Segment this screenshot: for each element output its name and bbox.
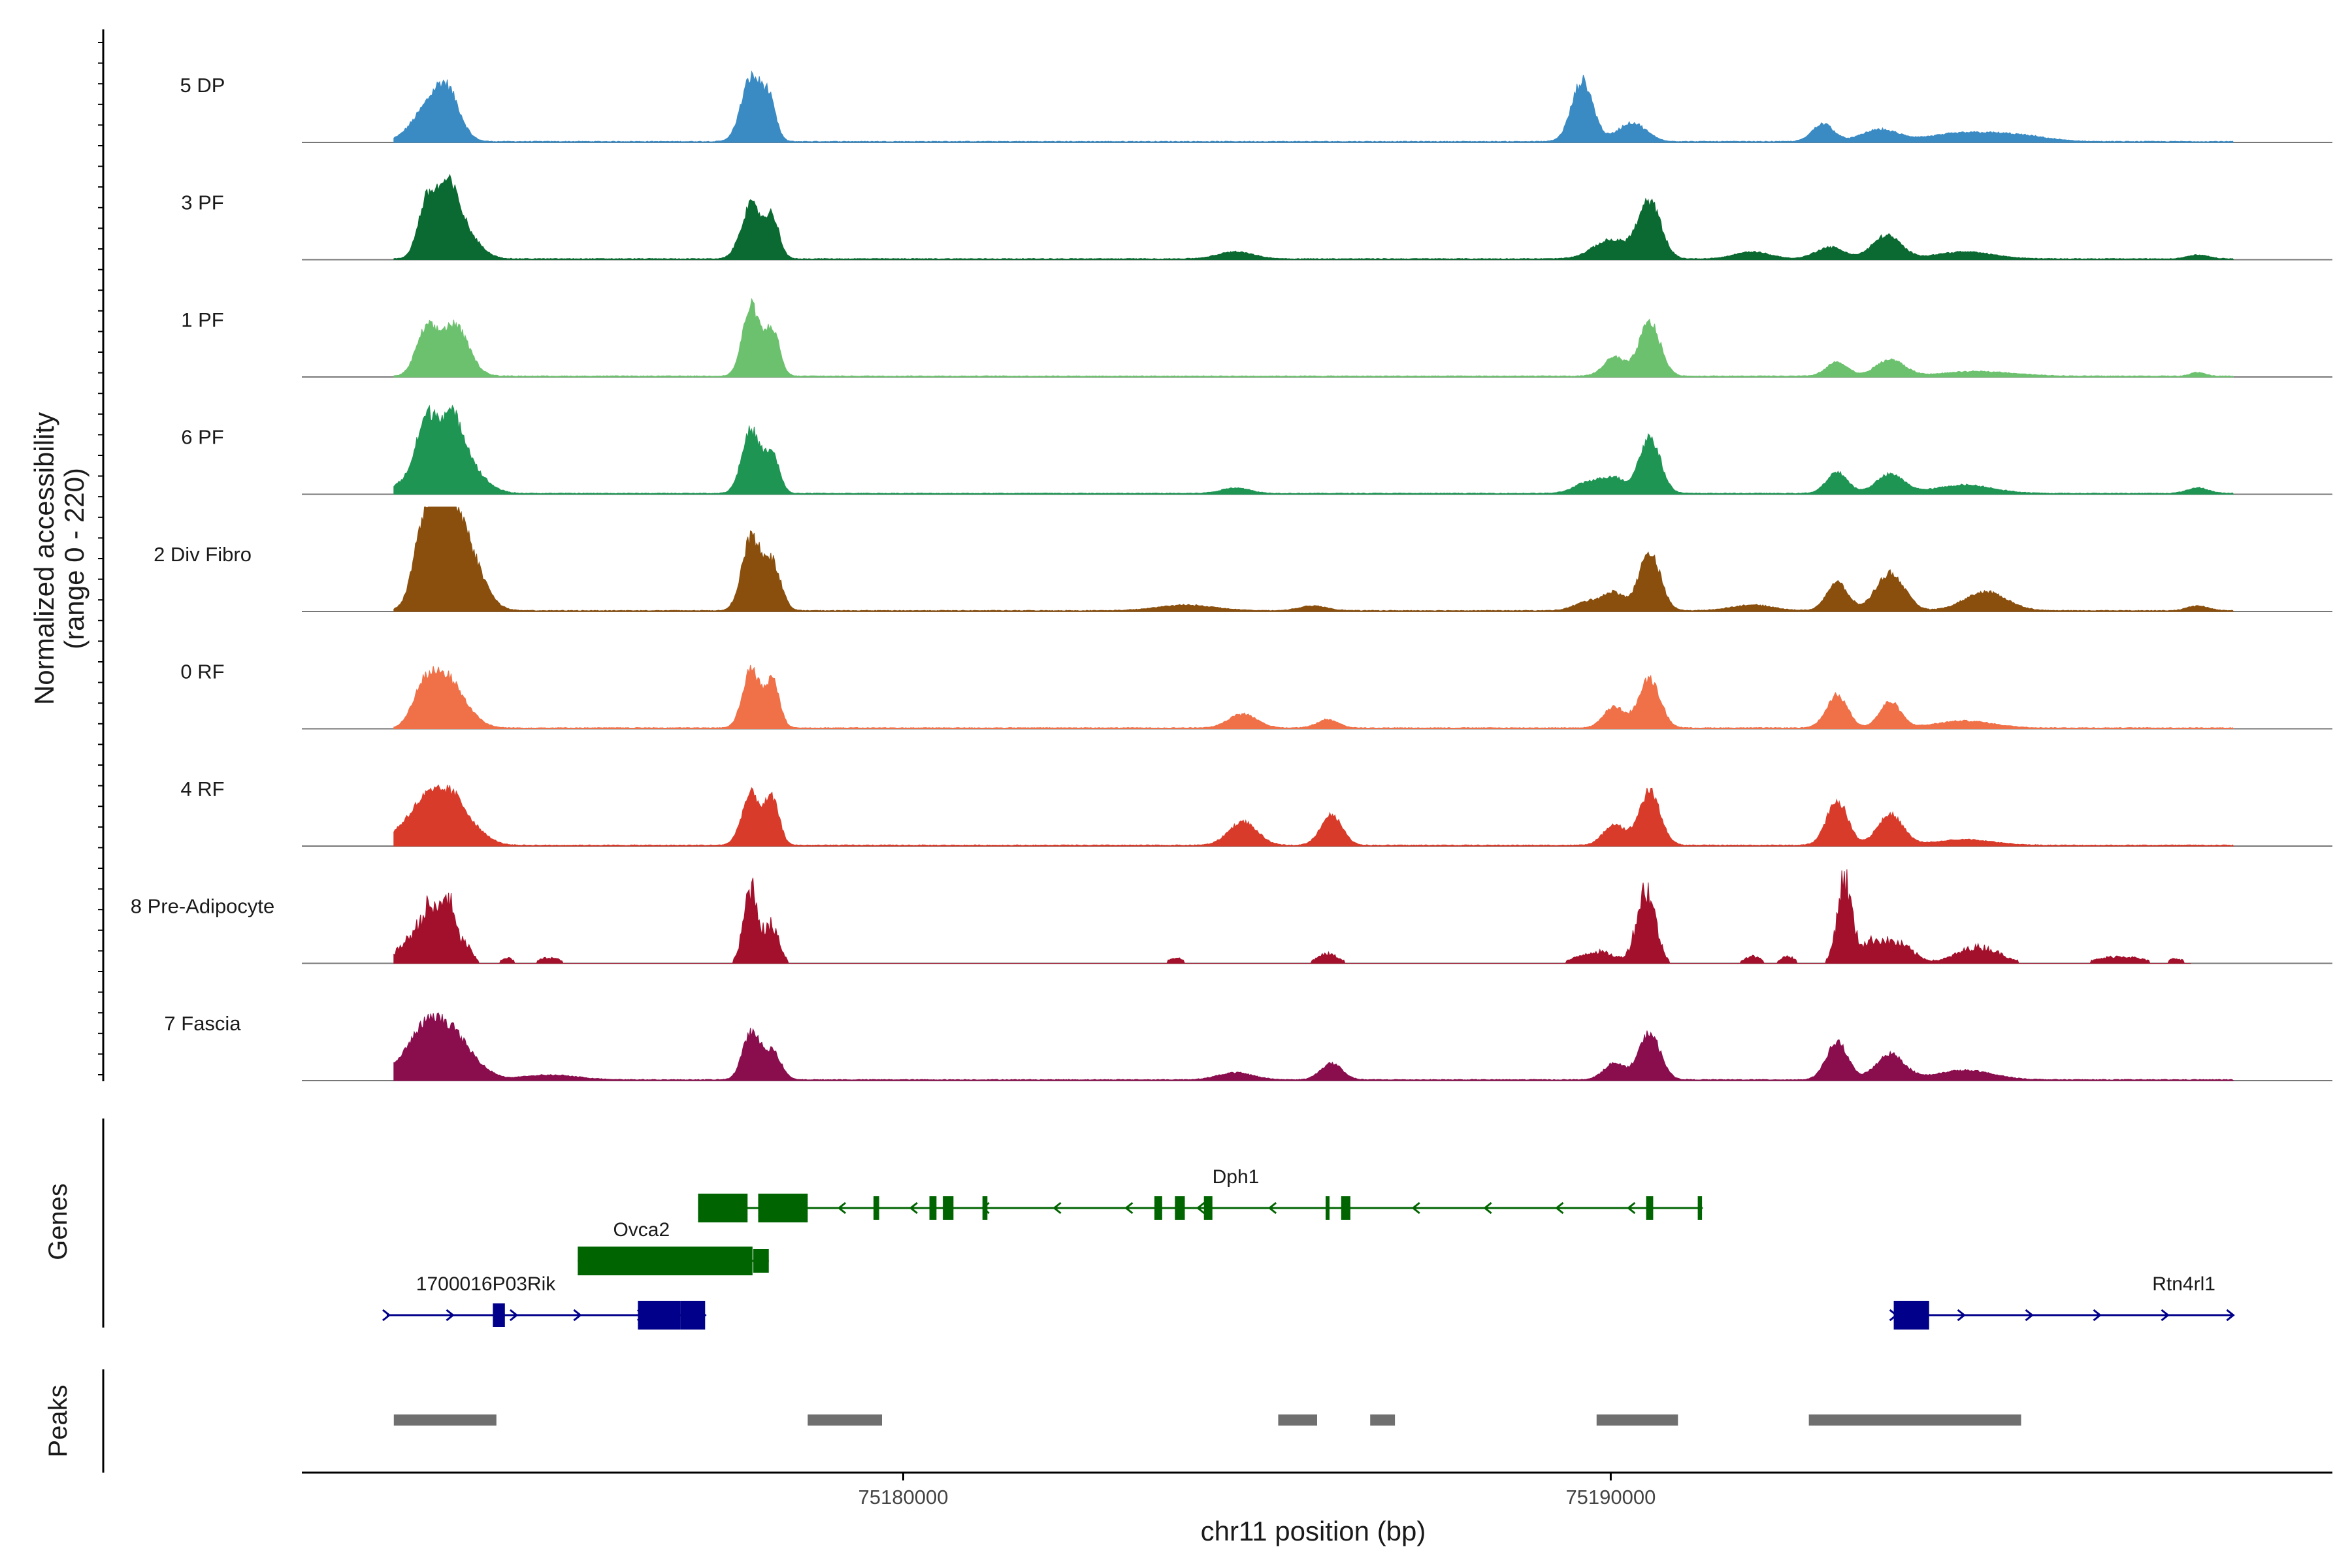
- exon: [1175, 1196, 1185, 1220]
- exon: [493, 1303, 505, 1327]
- exon: [1646, 1196, 1654, 1220]
- strand-arrow: [1957, 1309, 1966, 1322]
- peak-region: [808, 1414, 882, 1426]
- exon: [1341, 1196, 1350, 1220]
- gene-label: Ovca2: [613, 1219, 670, 1241]
- track-0: 5 DP: [180, 70, 2332, 143]
- tracks: 5 DP 3 PF 1 PF 6 PF 2 Div Fibro 0 RF 4 RF 8 Pre…: [131, 70, 2332, 1081]
- track-label: 4 RF: [180, 777, 224, 800]
- track-3: 6 PF: [181, 404, 2332, 495]
- track-8: 7 Fascia: [164, 1012, 2332, 1081]
- strand-arrow: [1411, 1201, 1420, 1215]
- genes-panel: Genes Dph1 Ovca2 1700016P03Rik Rtn4rl1: [44, 1119, 2235, 1330]
- track-1: 3 PF: [181, 174, 2332, 261]
- peak-region: [393, 1414, 497, 1426]
- x-axis: 75180000 75190000: [302, 1471, 2332, 1509]
- exon: [1325, 1196, 1330, 1220]
- strand-arrow: [2226, 1309, 2235, 1322]
- peak-region: [1278, 1414, 1317, 1426]
- gene-Rtn4rl1: Rtn4rl1: [1889, 1273, 2235, 1330]
- track-7: 8 Pre-Adipocyte: [131, 869, 2332, 964]
- genes-panel-title: Genes: [44, 1183, 73, 1260]
- strand-arrow: [909, 1201, 918, 1215]
- track-2: 1 PF: [181, 297, 2332, 378]
- exon: [982, 1196, 988, 1220]
- peak-region: [1596, 1414, 1678, 1426]
- exon: [578, 1247, 753, 1275]
- strand-arrow: [837, 1201, 847, 1215]
- strand-arrow: [509, 1309, 519, 1322]
- y-axis-title-line2: (range 0 - 220): [59, 468, 90, 649]
- track-label: 0 RF: [180, 661, 224, 683]
- track-signal: [393, 297, 2234, 378]
- gene-Dph1: Dph1: [698, 1166, 1703, 1222]
- track-signal: [393, 869, 2191, 964]
- strand-arrow: [1483, 1201, 1492, 1215]
- track-label: 7 Fascia: [164, 1012, 241, 1035]
- track-signal: [393, 404, 2234, 495]
- strand-arrow: [2161, 1309, 2170, 1322]
- gene-Ovca2: Ovca2: [578, 1219, 769, 1275]
- strand-arrow: [1626, 1201, 1636, 1215]
- track-signal: [393, 70, 2234, 143]
- exon: [698, 1194, 748, 1222]
- y-axis-title-line1: Normalized accessibility: [29, 412, 59, 705]
- track-label: 6 PF: [181, 426, 223, 449]
- track-label: 1 PF: [181, 308, 223, 331]
- track-signal: [393, 506, 2234, 612]
- exon: [753, 1249, 769, 1273]
- strand-arrow: [1053, 1201, 1062, 1215]
- exon: [1893, 1301, 1929, 1330]
- strand-arrow: [1124, 1201, 1134, 1215]
- peak-region: [1370, 1414, 1396, 1426]
- strand-arrow: [382, 1309, 391, 1322]
- exon: [758, 1194, 808, 1222]
- track-signal: [393, 174, 2234, 260]
- track-signal: [393, 784, 2234, 847]
- x-tick-label: 75180000: [858, 1486, 949, 1509]
- x-axis-title: chr11 position (bp): [1201, 1516, 1426, 1546]
- gene-label: Dph1: [1213, 1166, 1260, 1188]
- peaks-panel-title: Peaks: [44, 1384, 73, 1457]
- exon: [1154, 1196, 1162, 1220]
- exon: [680, 1301, 706, 1330]
- track-signal: [393, 1012, 2234, 1081]
- peak-region: [1808, 1414, 2021, 1426]
- track-signal: [393, 664, 2234, 729]
- strand-arrow: [2093, 1309, 2102, 1322]
- exon: [929, 1196, 937, 1220]
- gene-1700016P03Rik: 1700016P03Rik: [382, 1273, 707, 1330]
- track-5: 0 RF: [180, 661, 2332, 730]
- exon: [943, 1196, 954, 1220]
- exon: [874, 1196, 879, 1220]
- track-6: 4 RF: [180, 777, 2332, 847]
- strand-arrow: [446, 1309, 455, 1322]
- x-tick-label: 75190000: [1565, 1486, 1656, 1509]
- y-axis: [98, 29, 105, 1081]
- strand-arrow: [2025, 1309, 2034, 1322]
- strand-arrow: [573, 1309, 582, 1322]
- strand-arrow: [1196, 1201, 1205, 1215]
- track-label: 8 Pre-Adipocyte: [131, 895, 275, 918]
- track-label: 3 PF: [181, 191, 223, 214]
- peaks-panel: Peaks: [44, 1369, 2021, 1473]
- track-label: 2 Div Fibro: [154, 543, 252, 566]
- exon: [638, 1301, 681, 1330]
- track-label: 5 DP: [180, 74, 225, 97]
- track-4: 2 Div Fibro: [154, 506, 2332, 612]
- strand-arrow: [1267, 1201, 1277, 1215]
- gene-label: 1700016P03Rik: [416, 1273, 557, 1295]
- exon: [1697, 1196, 1703, 1220]
- exon: [1203, 1196, 1213, 1220]
- strand-arrow: [1555, 1201, 1564, 1215]
- gene-label: Rtn4rl1: [2152, 1273, 2215, 1295]
